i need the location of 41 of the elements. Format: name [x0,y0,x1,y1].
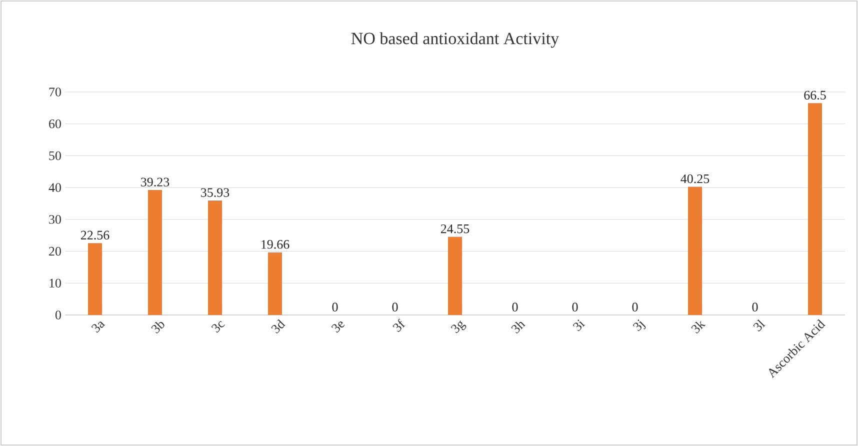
chart-title: NO based antioxidant Activity [351,32,560,48]
data-label: 0 [392,302,398,312]
x-tick-label: 3j [632,320,646,332]
x-tick-label: 3c [211,320,225,333]
data-label: 35.93 [201,188,230,197]
x-tick-label: 3g [450,320,466,334]
bar [148,190,162,315]
bar [208,200,222,315]
bar [268,252,282,315]
x-tick-label: 3l [753,319,766,332]
data-label: 19.66 [262,240,290,249]
x-tick-label: 3i [572,320,586,332]
data-label: 24.55 [440,224,470,234]
data-label: 0 [632,302,638,312]
x-tick-label: 3b [151,322,164,334]
y-tick-label: 10 [50,278,61,288]
x-tick-label: 3h [511,322,526,334]
y-tick-label: 40 [48,183,61,192]
data-label: 40.25 [680,174,710,184]
y-tick-label: 70 [49,88,61,96]
x-tick-label: 3a [91,322,106,333]
bar [88,243,102,315]
y-tick-label: 60 [49,119,61,128]
data-label: 22.56 [80,230,110,240]
data-label: 0 [332,302,338,312]
y-tick-label: 0 [55,310,61,320]
x-tick-label: 3k [691,320,706,334]
x-tick-label: 3e [331,322,345,333]
y-tick-label: 20 [49,246,61,256]
data-label: 39.23 [141,178,170,186]
data-label: 0 [752,302,758,312]
data-label: 0 [512,302,518,312]
data-label: 66.5 [804,90,826,100]
bar [808,103,822,315]
data-label: 0 [572,302,578,312]
x-tick-label: 3f [392,318,406,332]
y-tick-label: 30 [49,215,61,224]
x-tick-label: 3d [271,319,286,334]
bar [448,236,462,315]
bar [688,186,702,315]
y-tick-label: 50 [49,151,61,160]
